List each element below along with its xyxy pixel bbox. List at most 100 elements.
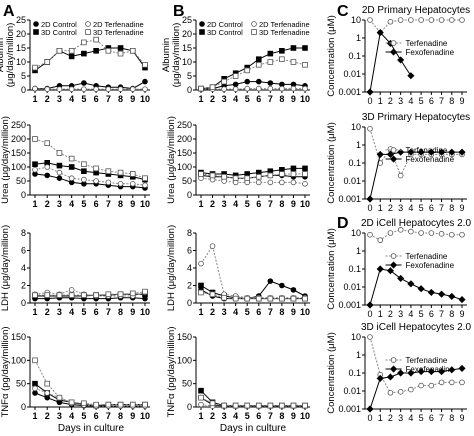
- x-tick-label: 3: [222, 307, 227, 317]
- data-point: [386, 150, 395, 158]
- x-tick-label: 5: [81, 94, 86, 104]
- chart-title: 2D iCell Hepatocytes 2.0: [361, 218, 471, 229]
- x-tick-label: 7: [439, 413, 444, 423]
- data-point: [290, 171, 297, 177]
- data-point: [367, 334, 373, 340]
- data-point: [209, 400, 216, 407]
- x-tick-label: 4: [69, 94, 74, 104]
- x-tick-label: 7: [439, 309, 444, 319]
- x-tick-label: 4: [69, 307, 74, 317]
- legend-label: 3D Terfenadine: [93, 28, 144, 37]
- x-tick-label: 9: [291, 307, 296, 317]
- series-2d-terfenadine: [32, 85, 148, 92]
- x-tick-label: 2: [210, 94, 215, 104]
- data-point: [68, 53, 75, 60]
- y-tick-label: 100: [11, 355, 26, 365]
- x-tick-label: 4: [233, 199, 238, 209]
- data-point: [458, 296, 466, 304]
- data-point: [397, 274, 405, 282]
- data-point: [81, 39, 87, 46]
- x-tick-label: 3: [398, 203, 403, 213]
- legend-label: 2D Terfenadine: [93, 20, 144, 29]
- data-point: [32, 385, 38, 392]
- x-tick-label: 2: [210, 199, 215, 209]
- x-tick-label: 1: [198, 199, 203, 209]
- data-point: [56, 86, 63, 92]
- data-point: [428, 17, 435, 23]
- data-point: [427, 148, 435, 156]
- x-tick-label: 1: [32, 199, 37, 209]
- data-point: [366, 405, 374, 413]
- series-line: [200, 280, 306, 300]
- series-line: [34, 88, 145, 90]
- data-point: [56, 175, 63, 182]
- series-line: [200, 292, 305, 300]
- y-tick-label: 0: [187, 298, 192, 308]
- series-line: [200, 397, 305, 407]
- data-point: [105, 179, 112, 186]
- data-point: [32, 85, 38, 92]
- data-point: [267, 59, 274, 65]
- x-tick-label: 6: [256, 307, 261, 317]
- data-point: [221, 402, 227, 409]
- legend-marker: [251, 29, 257, 35]
- x-tick-label: 1: [378, 96, 383, 106]
- y-tick-label: 4: [187, 263, 192, 273]
- data-point: [377, 237, 384, 243]
- x-tick-label: 2: [388, 413, 393, 423]
- x-tick-label: 6: [256, 199, 261, 209]
- y-axis-label: Urea (μg/day/million): [166, 116, 177, 204]
- x-tick-label: 9: [291, 199, 296, 209]
- series-terfenadine: [367, 227, 465, 243]
- data-point: [255, 179, 262, 186]
- series-fexofenadine: [366, 148, 466, 203]
- data-point: [267, 179, 274, 186]
- data-point: [81, 400, 87, 407]
- x-tick-label: 1: [378, 203, 383, 213]
- x-tick-label: 5: [81, 307, 86, 317]
- data-point: [44, 172, 51, 179]
- data-point: [418, 17, 424, 23]
- data-point: [417, 148, 425, 156]
- data-point: [302, 85, 308, 92]
- x-tick-label: 0: [367, 203, 372, 213]
- legend-marker: [389, 155, 398, 163]
- legend-label: Fexofenadine: [406, 261, 455, 270]
- chart-b2: 0 50 100 150 200 250 1 2 3 4 5 6 7 8 9 10 Urea (μg/day/m…: [166, 116, 310, 209]
- y-tick-label: 50: [182, 176, 192, 186]
- y-axis-label: Concentration (μM): [326, 228, 337, 310]
- data-point: [198, 171, 204, 177]
- data-point: [232, 402, 239, 409]
- data-point: [279, 402, 285, 409]
- data-point: [418, 382, 424, 389]
- data-point: [32, 64, 38, 71]
- data-point: [129, 401, 136, 408]
- y-tick-label: 0.001: [338, 194, 361, 204]
- data-point: [367, 125, 373, 132]
- data-point: [279, 85, 285, 92]
- x-tick-label: 9: [130, 307, 135, 317]
- data-point: [267, 80, 274, 86]
- x-tick-label: 5: [245, 199, 250, 209]
- y-tick-label: 10: [351, 332, 361, 342]
- legend-label: 2D Control: [41, 20, 77, 29]
- data-point: [105, 401, 112, 408]
- data-point: [142, 78, 148, 85]
- data-point: [279, 179, 285, 186]
- data-point: [93, 165, 99, 172]
- data-point: [56, 162, 63, 169]
- x-tick-label: 6: [256, 94, 261, 104]
- x-tick-label: 3: [398, 96, 403, 106]
- data-point: [459, 17, 465, 23]
- x-tick-label: 1: [32, 307, 37, 317]
- data-point: [279, 282, 285, 289]
- data-point: [437, 368, 446, 376]
- y-tick-label: 6: [187, 246, 192, 256]
- series-line: [200, 244, 305, 299]
- x-tick-label: 6: [94, 307, 99, 317]
- legend-label: 2D Control: [207, 20, 243, 29]
- data-point: [366, 195, 374, 203]
